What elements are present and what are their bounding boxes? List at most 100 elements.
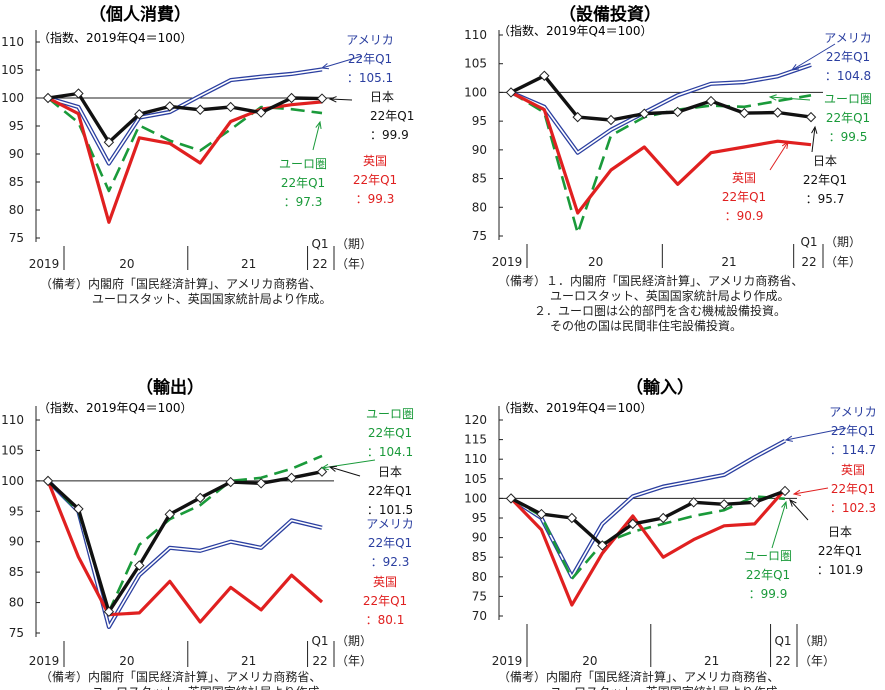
- data-point-日本: [536, 508, 547, 520]
- data-point-日本: [103, 606, 115, 617]
- callout-arrowhead-ユーロ圏: [781, 500, 788, 510]
- callout-text-日本: ：101.5: [367, 503, 413, 517]
- data-point-日本: [103, 137, 115, 148]
- data-point-日本: [639, 108, 650, 119]
- data-point-日本: [627, 518, 638, 530]
- data-point-日本: [772, 107, 783, 118]
- callout-arrowhead-アメリカ: [320, 63, 330, 70]
- series-line-inner-アメリカ: [47, 68, 323, 165]
- x-label-20: 20: [119, 257, 134, 271]
- callout-pointer-日本: [789, 499, 809, 521]
- data-point-日本: [705, 95, 717, 107]
- callout-text-日本: 22年Q1: [818, 544, 862, 558]
- x-label-21: 21: [241, 257, 256, 271]
- y-tick-label: 105: [464, 57, 487, 71]
- x-label-2019: 2019: [29, 257, 60, 271]
- callout-text-英国: ：99.3: [356, 192, 395, 206]
- x-label-year: （年）: [825, 255, 861, 269]
- callout-text-英国: ：90.9: [725, 209, 764, 223]
- series-line-日本: [47, 91, 323, 144]
- notes-line: ２．ユーロ圏は公的部門を含む機械設備投資。: [534, 303, 786, 318]
- data-point-日本: [658, 512, 669, 524]
- x-label-period: （期）: [825, 235, 861, 249]
- callout-text-英国: 英国: [373, 575, 397, 589]
- data-point-日本: [134, 109, 145, 120]
- callout-pointer-日本: [329, 98, 353, 101]
- data-point-日本: [316, 93, 328, 104]
- data-point-日本: [42, 92, 54, 104]
- x-label-period: （期）: [336, 634, 372, 648]
- data-point-日本: [225, 476, 236, 488]
- notes-line: （備考）内閣府「国民経済計算」、アメリカ商務省、: [40, 669, 321, 684]
- callout-text-ユーロ圏: ：97.3: [284, 195, 323, 209]
- index-note: （指数、2019年Q4＝100）: [498, 23, 653, 38]
- callout-text-英国: ：102.3: [830, 501, 876, 515]
- y-tick-label: 90: [472, 531, 487, 545]
- series-line-英国: [509, 488, 787, 607]
- y-tick-label: 95: [9, 504, 24, 518]
- panel-title: （輸入）: [626, 377, 694, 398]
- data-point-日本: [779, 485, 791, 497]
- callout-arrowhead-ユーロ圏: [315, 120, 322, 129]
- y-tick-label: 105: [464, 472, 487, 486]
- y-tick-label: 95: [472, 114, 487, 128]
- y-tick-label: 85: [9, 565, 24, 579]
- x-label-21: 21: [241, 654, 256, 668]
- data-point-日本: [73, 88, 84, 99]
- callout-text-英国: 英国: [841, 463, 865, 477]
- y-tick-label: 80: [472, 200, 487, 214]
- series-line-日本: [510, 74, 812, 122]
- y-tick-label: 100: [1, 474, 24, 488]
- y-tick-label: 80: [9, 596, 24, 610]
- callout-text-ユーロ圏: ユーロ圏: [824, 92, 872, 106]
- y-tick-label: 110: [464, 452, 487, 466]
- callout-text-アメリカ: アメリカ: [346, 33, 393, 47]
- callout-text-ユーロ圏: ：99.5: [829, 130, 868, 144]
- callout-text-ユーロ圏: ：99.9: [749, 587, 788, 601]
- callout-pointer-ユーロ圏: [771, 501, 787, 549]
- callout-text-アメリカ: 22年Q1: [368, 536, 412, 550]
- index-note: （指数、2019年Q4＝100）: [498, 400, 653, 415]
- x-label-q1: Q1: [311, 237, 328, 251]
- callout-text-ユーロ圏: ユーロ圏: [366, 407, 414, 421]
- data-point-日本: [255, 107, 267, 118]
- index-note: （指数、2019年Q4＝100）: [38, 30, 193, 45]
- y-tick-label: 90: [9, 535, 24, 549]
- callout-text-英国: 22年Q1: [353, 173, 397, 187]
- data-point-日本: [134, 560, 145, 571]
- y-tick-label: 110: [464, 28, 487, 42]
- x-label-year: （年）: [336, 654, 372, 668]
- x-label-22: 22: [312, 654, 327, 668]
- series-line-英国: [510, 90, 812, 215]
- y-tick-label: 70: [472, 609, 487, 623]
- data-point-日本: [195, 492, 206, 504]
- x-label-period: （期）: [799, 634, 835, 648]
- data-point-日本: [42, 475, 54, 487]
- y-tick-label: 75: [9, 231, 24, 245]
- y-tick-label: 120: [464, 413, 487, 427]
- callout-arrowhead-ユーロ圏: [320, 463, 329, 471]
- callout-text-日本: 22年Q1: [370, 109, 414, 123]
- callout-arrowhead-アメリカ: [784, 435, 793, 442]
- callout-pointer-英国: [793, 487, 829, 495]
- callout-text-アメリカ: ：92.3: [371, 555, 410, 569]
- x-label-20: 20: [582, 654, 597, 668]
- callout-pointer-日本: [329, 466, 361, 477]
- y-tick-label: 110: [1, 35, 24, 49]
- series-line-日本: [46, 470, 323, 614]
- callout-text-ユーロ圏: ：104.1: [367, 445, 413, 459]
- y-tick-label: 95: [9, 119, 24, 133]
- data-point-日本: [255, 478, 267, 489]
- y-tick-label: 75: [9, 626, 24, 640]
- callout-pointer-日本: [811, 126, 816, 153]
- callout-text-日本: 日本: [378, 465, 402, 479]
- data-point-日本: [505, 87, 517, 98]
- callout-arrowhead-日本: [789, 499, 797, 507]
- callout-arrowhead-英国: [781, 140, 789, 149]
- y-tick-label: 90: [472, 143, 487, 157]
- callout-text-ユーロ圏: ユーロ圏: [744, 549, 792, 563]
- notes-line: ユーロスタット、英国国家統計局より作成。: [550, 684, 790, 690]
- callout-arrowhead-ユーロ圏: [768, 94, 777, 101]
- callout-arrowhead-アメリカ: [790, 64, 799, 71]
- data-point-日本: [572, 111, 583, 123]
